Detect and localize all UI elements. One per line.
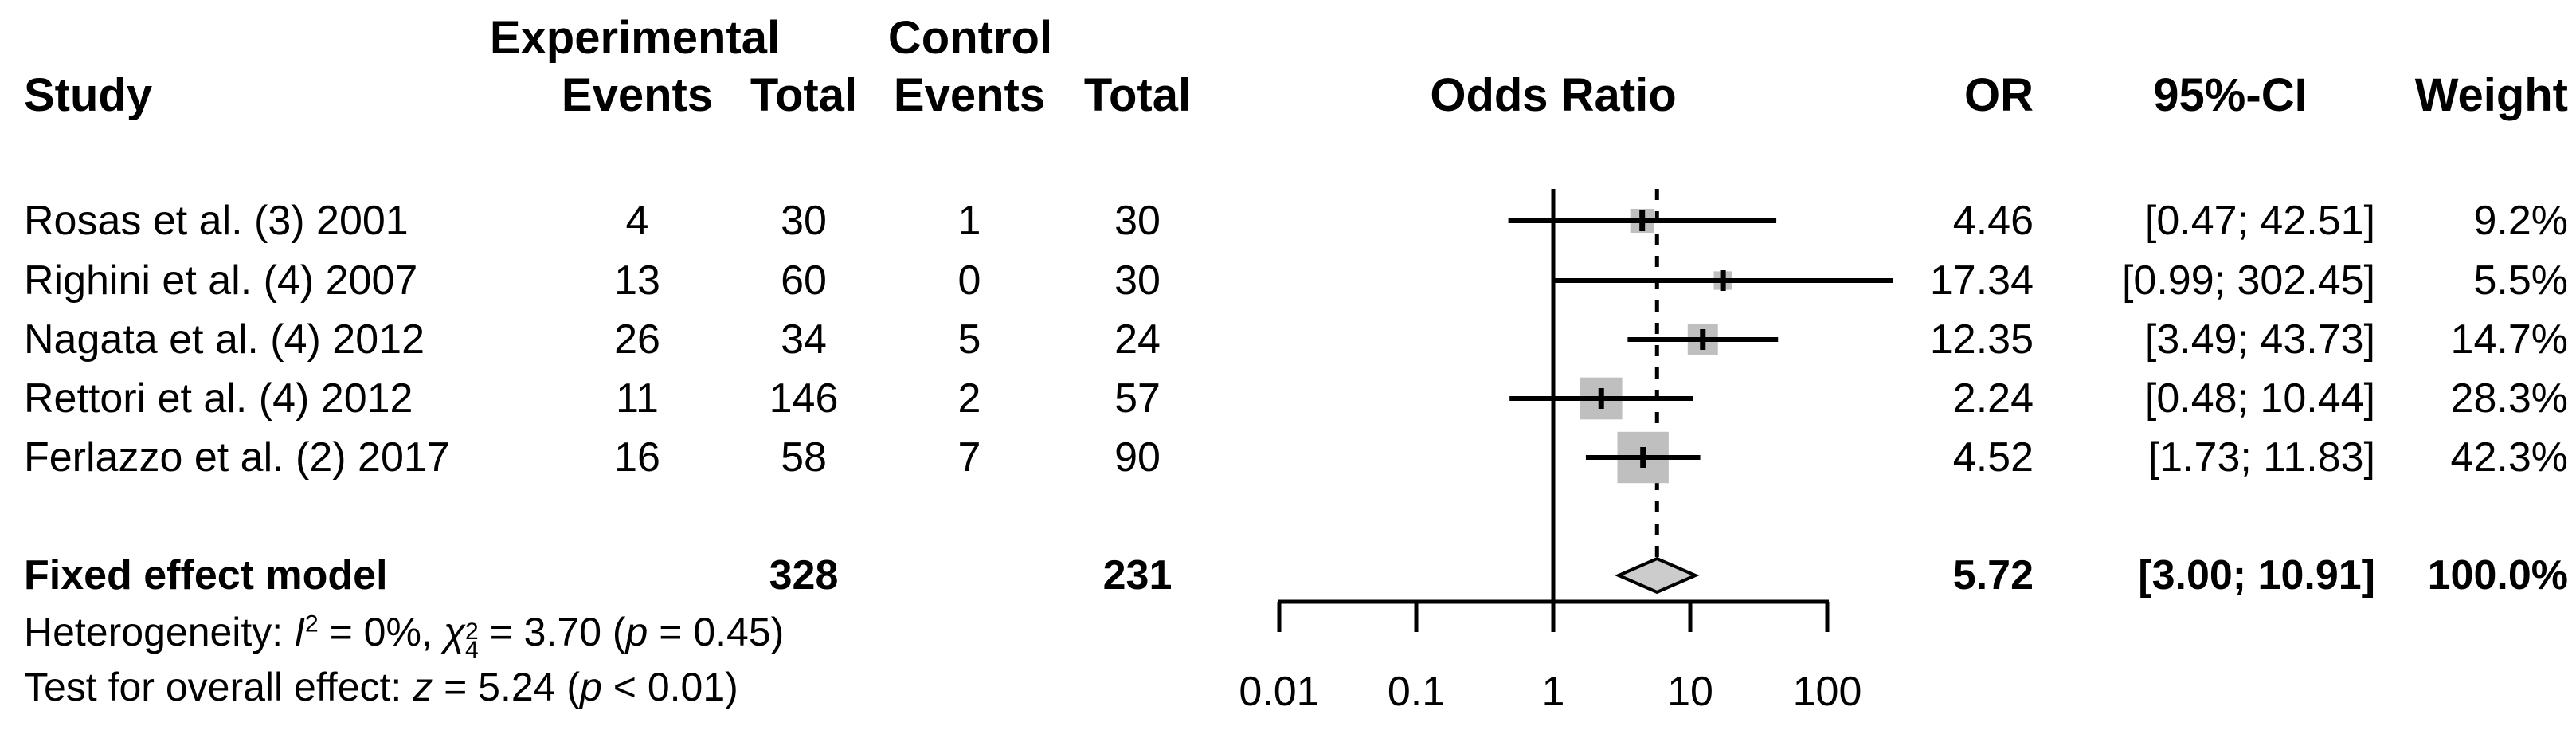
header-row-groups: Experimental Control xyxy=(0,9,2576,68)
study-name: Righini et al. (4) 2007 xyxy=(24,257,418,304)
axis-tick-label: 10 xyxy=(1667,669,1713,715)
ctrl-events-value: 7 xyxy=(957,434,981,481)
study-name: Nagata et al. (4) 2012 xyxy=(24,316,425,363)
exp-events-value: 13 xyxy=(614,257,660,304)
ctrl-total-value: 30 xyxy=(1114,257,1161,304)
exp-events-value: 4 xyxy=(625,198,649,244)
header-row-columns: Study Events Total Events Total Odds Rat… xyxy=(0,66,2576,125)
exp-total-value: 34 xyxy=(781,316,827,363)
or-column-header: OR xyxy=(1964,69,2034,121)
experimental-total-header: Total xyxy=(750,69,858,121)
or-value: 17.34 xyxy=(1929,257,2034,304)
study-name: Ferlazzo et al. (2) 2017 xyxy=(24,434,450,481)
overall-effect-note: Test for overall effect: z = 5.24 (p < 0… xyxy=(24,658,805,716)
ci-value: [0.48; 10.44] xyxy=(2144,375,2375,422)
ctrl-total-value: 24 xyxy=(1114,316,1161,363)
p-value: < 0.01) xyxy=(601,665,738,709)
odds-ratio-plot-header: Odds Ratio xyxy=(1430,69,1677,121)
ci-value: [1.73; 11.83] xyxy=(2147,434,2375,481)
weight-value: 9.2% xyxy=(2473,198,2568,244)
point-estimate-tick xyxy=(1598,388,1604,409)
study-name: Rosas et al. (3) 2001 xyxy=(24,198,409,244)
i-squared-symbol: I xyxy=(294,610,305,654)
summary-label: Fixed effect model xyxy=(24,552,388,599)
axis-tick-label: 0.1 xyxy=(1387,669,1446,715)
summary-exp-total: 328 xyxy=(769,552,839,599)
ctrl-total-value: 30 xyxy=(1114,198,1161,244)
p-value: = 0.45) xyxy=(648,610,785,654)
exp-total-value: 30 xyxy=(781,198,827,244)
weight-value: 42.3% xyxy=(2450,434,2568,481)
summary-ci-value: [3.00; 10.91] xyxy=(2138,552,2375,599)
exp-events-value: 16 xyxy=(614,434,660,481)
i-squared-exponent: 2 xyxy=(305,610,319,638)
or-value: 2.24 xyxy=(1952,375,2034,422)
point-estimate-tick xyxy=(1639,210,1646,231)
point-estimate-tick xyxy=(1720,270,1726,291)
chi-exponent: 2 xyxy=(465,618,479,645)
weight-value: 5.5% xyxy=(2473,257,2568,304)
z-value: = 5.24 ( xyxy=(433,665,581,709)
summary-row: Fixed effect model 328 231 5.72 [3.00; 1… xyxy=(0,546,2576,605)
exp-total-value: 146 xyxy=(769,375,839,422)
p-symbol: p xyxy=(580,665,602,709)
p-symbol: p xyxy=(625,610,648,654)
or-value: 12.35 xyxy=(1929,316,2034,363)
z-symbol: z xyxy=(413,665,433,709)
weight-value: 14.7% xyxy=(2450,316,2568,363)
experimental-group-header: Experimental xyxy=(489,12,781,64)
ctrl-events-value: 2 xyxy=(957,375,981,422)
exp-events-value: 11 xyxy=(616,375,659,422)
point-estimate-tick xyxy=(1700,329,1706,350)
overall-effect-row: Test for overall effect: z = 5.24 (p < 0… xyxy=(0,658,2576,716)
summary-diamond xyxy=(1615,556,1700,595)
ctrl-total-value: 90 xyxy=(1114,434,1161,481)
chi-symbol: χ xyxy=(443,610,466,654)
ci-value: [3.49; 43.73] xyxy=(2144,316,2375,363)
exp-events-value: 26 xyxy=(614,316,660,363)
study-row: Ferlazzo et al. (2) 2017 16 58 7 90 4.52… xyxy=(0,428,2576,487)
ctrl-total-value: 57 xyxy=(1114,375,1161,422)
or-value: 4.46 xyxy=(1952,198,2034,244)
study-row: Nagata et al. (4) 2012 26 34 5 24 12.35 … xyxy=(0,310,2576,369)
ci-column-header: 95%-CI xyxy=(2153,69,2308,121)
study-name: Rettori et al. (4) 2012 xyxy=(24,375,413,422)
weight-value: 28.3% xyxy=(2450,375,2568,422)
chi-value: = 3.70 ( xyxy=(478,610,626,654)
ci-value: [0.99; 302.45] xyxy=(2121,257,2375,304)
summary-ctrl-total: 231 xyxy=(1102,552,1173,599)
or-value: 4.52 xyxy=(1952,434,2034,481)
ctrl-events-value: 0 xyxy=(957,257,981,304)
axis-tick-label: 1 xyxy=(1541,669,1565,715)
exp-total-value: 58 xyxy=(781,434,827,481)
control-group-header: Control xyxy=(887,12,1053,64)
experimental-events-header: Events xyxy=(561,69,714,121)
weight-column-header: Weight xyxy=(2414,69,2568,121)
study-column-header: Study xyxy=(24,69,153,121)
study-row: Rettori et al. (4) 2012 11 146 2 57 2.24… xyxy=(0,369,2576,428)
axis-tick-label: 0.01 xyxy=(1239,669,1320,715)
study-row: Righini et al. (4) 2007 13 60 0 30 17.34… xyxy=(0,251,2576,310)
control-events-header: Events xyxy=(893,69,1046,121)
ci-value: [0.47; 42.51] xyxy=(2144,198,2375,244)
exp-total-value: 60 xyxy=(781,257,827,304)
test-label: Test for overall effect: xyxy=(24,665,413,709)
summary-or-value: 5.72 xyxy=(1952,552,2034,599)
summary-weight-value: 100.0% xyxy=(2427,552,2568,599)
control-total-header: Total xyxy=(1083,69,1192,121)
ctrl-events-value: 5 xyxy=(957,316,981,363)
point-estimate-tick xyxy=(1640,447,1646,468)
axis-tick-label: 100 xyxy=(1792,669,1862,715)
study-row: Rosas et al. (3) 2001 4 30 1 30 4.46 [0.… xyxy=(0,191,2576,250)
het-label: Heterogeneity: xyxy=(24,610,295,654)
chi-df: 4 xyxy=(465,637,479,663)
i-squared-value: = 0%, xyxy=(318,610,444,654)
ctrl-events-value: 1 xyxy=(957,198,981,244)
